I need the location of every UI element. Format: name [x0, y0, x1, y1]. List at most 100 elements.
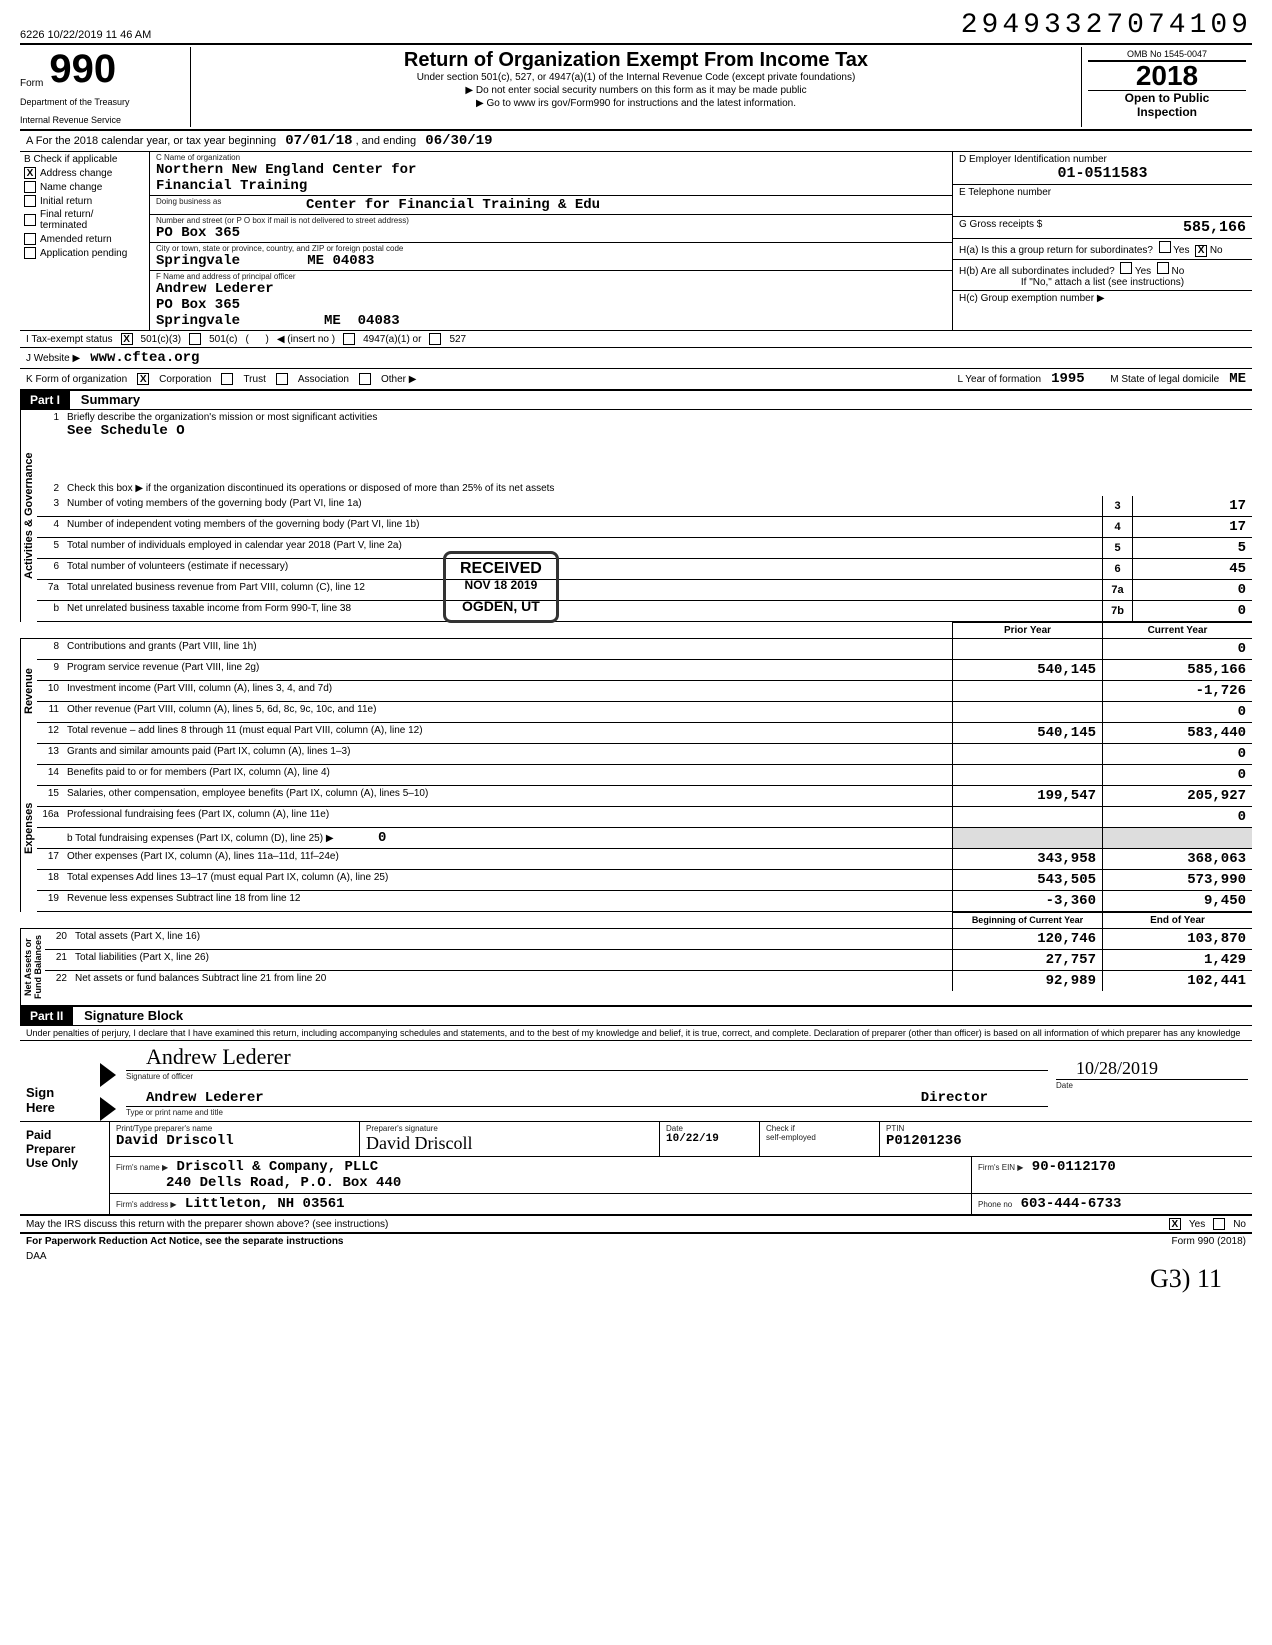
l15: Salaries, other compensation, employee b… — [63, 786, 952, 806]
dept-treasury: Department of the Treasury — [20, 97, 184, 107]
other-checkbox[interactable] — [359, 373, 371, 385]
top-bar: 6226 10/22/2019 11 46 AM 29493327074109 — [20, 10, 1252, 41]
name-change-label: Name change — [40, 182, 102, 193]
g-label: G Gross receipts $ — [959, 219, 1042, 236]
expenses-label: Expenses — [20, 744, 37, 912]
firm-ein-label: Firm's EIN ▶ — [978, 1163, 1023, 1172]
sign-here-row: Sign Here Andrew Lederer Signature of of… — [20, 1041, 1252, 1121]
n527-checkbox[interactable] — [429, 333, 441, 345]
discuss-no-checkbox[interactable] — [1213, 1218, 1225, 1230]
end-year-header: End of Year — [1102, 912, 1252, 928]
l17: Other expenses (Part IX, column (A), lin… — [63, 849, 952, 869]
open-public-1: Open to Public — [1088, 91, 1246, 105]
netassets-section: Net Assets or Fund Balances 20Total asse… — [20, 929, 1252, 1007]
footer-daa: DAA — [20, 1249, 1252, 1264]
p16a — [952, 807, 1102, 827]
line3-label: Number of voting members of the governin… — [63, 496, 1102, 516]
line7a-label: Total unrelated business revenue from Pa… — [63, 580, 1102, 600]
ha-label: H(a) Is this a group return for subordin… — [959, 245, 1153, 256]
c501c3-label: 501(c)(3) — [141, 334, 182, 345]
l21: Total liabilities (Part X, line 26) — [71, 950, 952, 970]
preparer-name: David Driscoll — [116, 1133, 353, 1149]
part1-header: Part I Summary — [20, 391, 1252, 410]
website-url: www.cftea.org — [90, 350, 199, 366]
stamp-date: NOV 18 2019 — [460, 578, 542, 592]
app-pending-checkbox[interactable] — [24, 247, 36, 259]
form-identifier: Form 990 Department of the Treasury Inte… — [20, 47, 190, 127]
tax-exempt-status-row: I Tax-exempt status X 501(c)(3) 501(c) (… — [20, 331, 1252, 348]
form-note-1: ▶ Do not enter social security numbers o… — [201, 85, 1071, 96]
l10: Investment income (Part VIII, column (A)… — [63, 681, 952, 701]
check-if-label: Check if — [766, 1124, 873, 1133]
line6-label: Total number of volunteers (estimate if … — [67, 561, 288, 572]
ha-yes-checkbox[interactable] — [1159, 241, 1171, 253]
initials: G3) 11 — [20, 1264, 1252, 1294]
discuss-yes-checkbox[interactable]: X — [1169, 1218, 1181, 1230]
part1-title: Summary — [73, 392, 140, 407]
l16a: Professional fundraising fees (Part IX, … — [63, 807, 952, 827]
d-label: D Employer Identification number — [959, 154, 1246, 165]
m-label: M State of legal domicile — [1110, 374, 1219, 385]
assoc-checkbox[interactable] — [276, 373, 288, 385]
open-public-2: Inspection — [1088, 105, 1246, 119]
final-return-checkbox[interactable] — [24, 214, 36, 226]
line2-label: Check this box ▶ if the organization dis… — [63, 481, 1252, 496]
tax-year: 2018 — [1088, 61, 1246, 91]
taxyear-end: 06/30/19 — [425, 133, 492, 149]
status-label: I Tax-exempt status — [26, 334, 113, 345]
taxyear-mid: , and ending — [356, 135, 417, 147]
header-right: OMB No 1545-0047 2018 Open to Public Ins… — [1082, 47, 1252, 127]
line1-value: See Schedule O — [67, 423, 185, 439]
checkbox-column: B Check if applicable XAddress change Na… — [20, 152, 150, 330]
form-number: 990 — [49, 49, 116, 89]
firm-addr1: 240 Dells Road, P.O. Box 440 — [166, 1175, 401, 1191]
phone-value: 603-444-6733 — [1021, 1196, 1122, 1212]
a4947-checkbox[interactable] — [343, 333, 355, 345]
hb-no-checkbox[interactable] — [1157, 262, 1169, 274]
firm-name: Driscoll & Company, PLLC — [176, 1159, 378, 1175]
p16b-gray — [952, 828, 1102, 848]
line4-value: 17 — [1132, 517, 1252, 537]
header-center: Return of Organization Exempt From Incom… — [190, 47, 1082, 127]
n527-label: 527 — [449, 334, 466, 345]
p10 — [952, 681, 1102, 701]
dept-irs: Internal Revenue Service — [20, 115, 184, 125]
amended-return-checkbox[interactable] — [24, 233, 36, 245]
address-change-checkbox[interactable]: X — [24, 167, 36, 179]
taxyear-begin: 07/01/18 — [285, 133, 352, 149]
timestamp: 6226 10/22/2019 11 46 AM — [20, 29, 151, 41]
city-label: City or town, state or province, country… — [156, 244, 946, 253]
ha-no-checkbox[interactable]: X — [1195, 245, 1207, 257]
preparer-date: 10/22/19 — [666, 1133, 753, 1145]
c19: 9,450 — [1102, 891, 1252, 911]
c501c3-checkbox[interactable]: X — [121, 333, 133, 345]
l16b: b Total fundraising expenses (Part IX, c… — [67, 833, 334, 844]
line5-value: 5 — [1132, 538, 1252, 558]
discuss-yes: Yes — [1189, 1219, 1205, 1230]
initial-return-checkbox[interactable] — [24, 195, 36, 207]
ha-no: No — [1210, 245, 1223, 256]
line1-label: Briefly describe the organization's miss… — [67, 412, 377, 423]
c17: 368,063 — [1102, 849, 1252, 869]
insert-no: ◀ (insert no ) — [277, 334, 335, 345]
c501c-checkbox[interactable] — [189, 333, 201, 345]
part2-title: Signature Block — [76, 1008, 183, 1023]
officer-state: ME — [324, 313, 341, 329]
name-change-checkbox[interactable] — [24, 181, 36, 193]
state-domicile: ME — [1229, 371, 1246, 387]
officer-city: Springvale — [156, 313, 240, 329]
revenue-section: Revenue 8Contributions and grants (Part … — [20, 639, 1252, 744]
expenses-section: Expenses 13Grants and similar amounts pa… — [20, 744, 1252, 912]
ptin-value: P01201236 — [886, 1133, 1246, 1149]
sign-label-1: Sign — [26, 1085, 94, 1100]
hb-yes-checkbox[interactable] — [1120, 262, 1132, 274]
corp-checkbox[interactable]: X — [137, 373, 149, 385]
l22: Net assets or fund balances Subtract lin… — [71, 971, 952, 991]
trust-checkbox[interactable] — [221, 373, 233, 385]
corp-label: Corporation — [159, 374, 211, 385]
a4947-label: 4947(a)(1) or — [363, 334, 421, 345]
p17: 343,958 — [952, 849, 1102, 869]
footer-row: For Paperwork Reduction Act Notice, see … — [20, 1234, 1252, 1249]
p12: 540,145 — [952, 723, 1102, 743]
c8: 0 — [1102, 639, 1252, 659]
